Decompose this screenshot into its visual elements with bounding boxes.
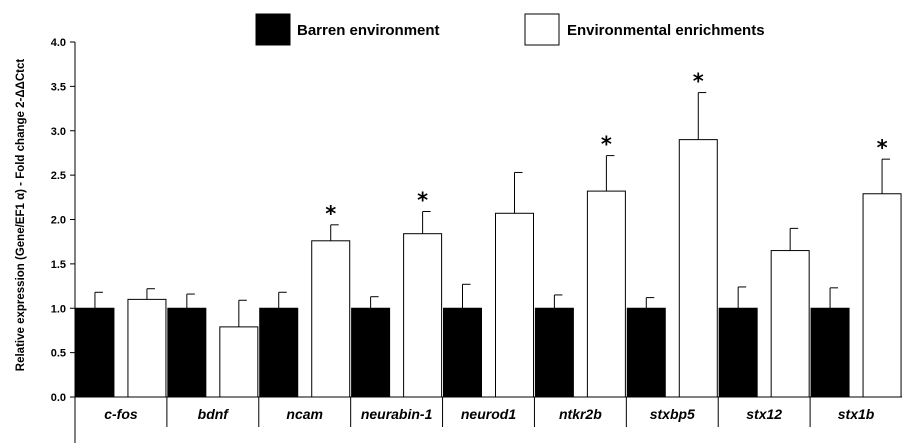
y-tick-label: 3.5 [51,81,66,93]
bar-barren-ntkr2b [534,307,574,398]
legend-swatch-enriched [524,13,560,46]
bar-barren-neurod1 [443,307,482,398]
x-tick-label-c-fos: c-fos [104,406,138,422]
bar-enriched-stx12 [770,250,810,398]
bar-enriched-neurabin-1 [403,233,443,398]
y-axis-label: Relative expression (Gene/EF1 α) - Fold … [15,59,27,372]
bar-enriched-ncam [311,240,351,398]
bars: * * * * * [75,70,902,398]
bar-barren-stxbp5 [626,307,666,398]
bar-enriched-bdnf [219,326,259,398]
significance-marker: * [601,133,612,157]
bar-enriched-neurod1 [495,212,534,398]
x-tick-label-stx1b: stx1b [838,406,875,422]
significance-marker: * [417,189,428,213]
bar-enriched-ntkr2b [586,190,626,398]
y-tick-label: 2.5 [51,170,66,182]
x-tick-label-bdnf: bdnf [198,406,230,422]
bar-barren-stx12 [718,307,758,398]
y-tick-label: 0.0 [51,392,66,404]
y-tick-label: 0.5 [51,348,66,360]
y-tick-label: 4.0 [51,37,66,49]
y-tick-label: 1.0 [51,303,66,315]
x-tick-label-ncam: ncam [286,406,323,422]
bar-barren-ncam [259,307,299,398]
bar-barren-stx1b [810,307,850,398]
bar-enriched-stx1b [862,193,902,398]
bar-barren-neurabin-1 [351,307,391,398]
bar-enriched-stxbp5 [678,139,718,398]
x-tick-label-stx12: stx12 [746,406,782,422]
bar-barren-bdnf [167,307,207,398]
y-tick-label: 3.0 [51,126,66,138]
x-tick-label-ntkr2b: ntkr2b [559,406,602,422]
x-tick-label-neurabin-1: neurabin-1 [361,406,433,422]
y-tick-label: 2.0 [51,215,66,227]
y-ticks: 0.0 0.5 1.0 1.5 2.0 2.5 3.0 3.5 4.0 [51,37,75,404]
bar-barren-c-fos [75,307,115,398]
x-tick-label-stxbp5: stxbp5 [650,406,695,422]
legend-label-barren: Barren environment [297,22,440,39]
legend-swatch-barren [255,13,291,46]
x-tick-labels: c-fos bdnf ncam neurabin-1 neurod1 ntkr2b stxb… [104,397,875,427]
bar-enriched-c-fos [127,298,167,398]
significance-marker: * [693,70,704,94]
significance-marker: * [325,202,336,226]
legend-label-enriched: Environmental enrichments [567,22,765,39]
y-tick-label: 1.5 [51,259,66,271]
significance-marker: * [877,136,888,160]
x-tick-label-neurod1: neurod1 [461,406,516,422]
legend: Barren environment Environmental enrichm… [255,13,765,46]
